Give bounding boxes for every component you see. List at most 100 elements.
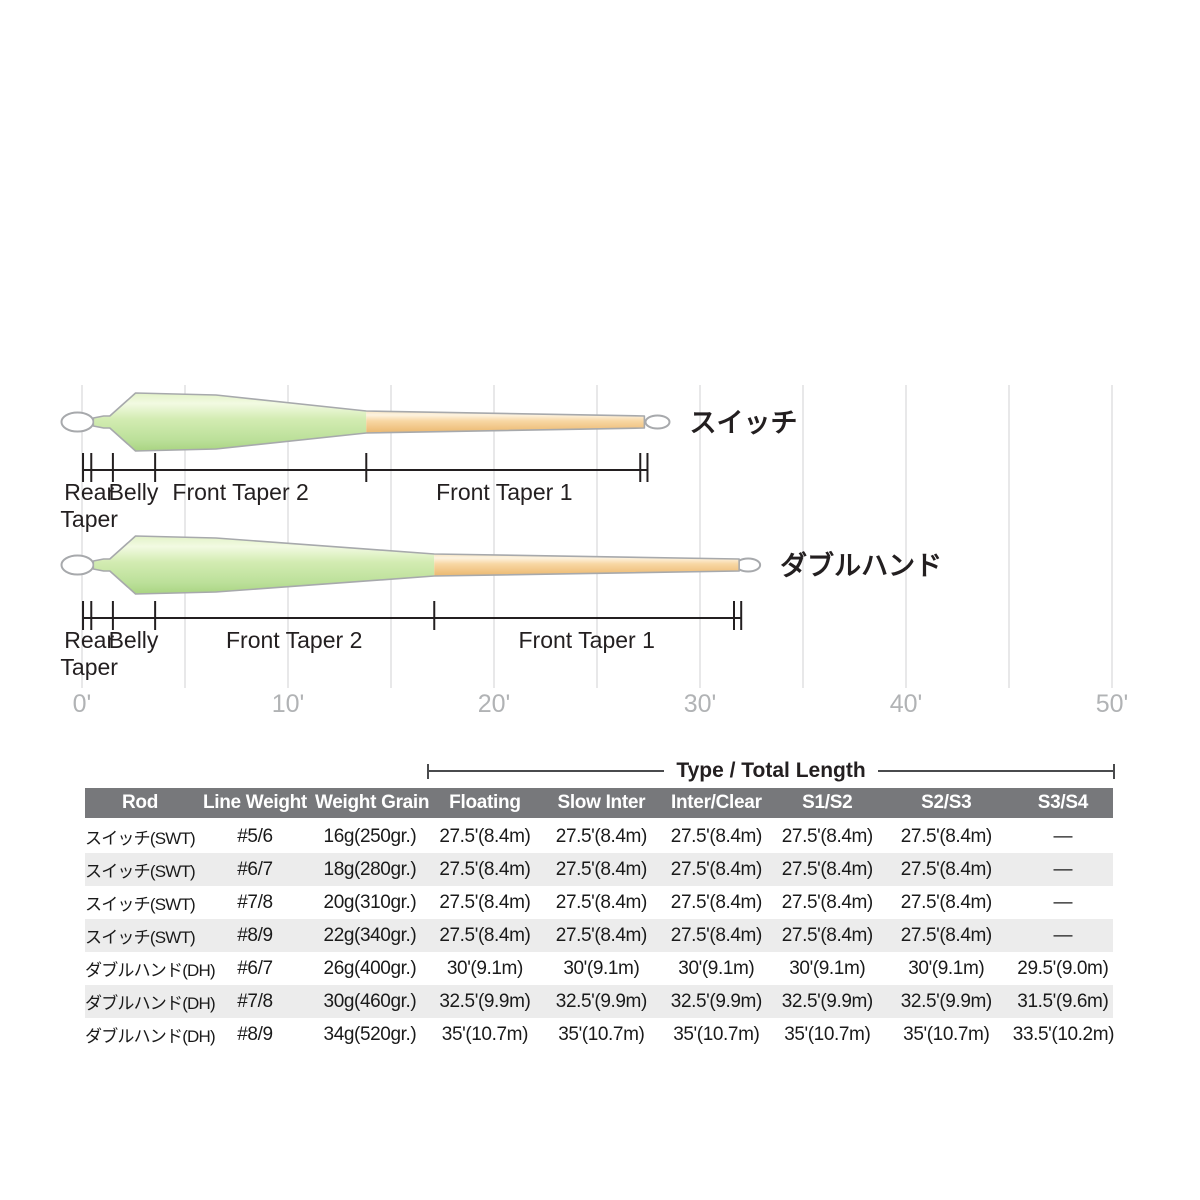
- value-cell: 26g(400gr.): [323, 957, 417, 979]
- value-cell: 27.5'(8.4m): [781, 891, 874, 913]
- axis-tick-label: 20': [478, 690, 511, 718]
- bracket-right-line: [877, 770, 1114, 772]
- line-loop-right: [644, 414, 671, 430]
- line-loop-left: [60, 554, 95, 576]
- value-cell: 30'(9.1m): [563, 957, 640, 979]
- value-cell: 30g(460gr.): [323, 990, 417, 1012]
- value-cell: 27.5'(8.4m): [555, 858, 648, 880]
- segment-label: Front Taper 2: [226, 627, 362, 653]
- column-header: Line Weight: [202, 792, 307, 813]
- column-header: S1/S2: [802, 792, 853, 813]
- line-name-label: スイッチ: [690, 408, 798, 438]
- fly-line-outline: [92, 535, 740, 595]
- value-cell: #6/7: [237, 858, 273, 880]
- segment-label: Front Taper 1: [436, 479, 572, 505]
- column-header: Rod: [121, 792, 159, 813]
- value-cell: #8/9: [237, 924, 273, 946]
- value-cell: 32.5'(9.9m): [439, 990, 531, 1012]
- value-cell: 27.5'(8.4m): [781, 858, 874, 880]
- value-cell: —: [1053, 924, 1073, 946]
- segment-label: Rear Taper: [60, 479, 118, 532]
- value-cell: #7/8: [237, 891, 273, 913]
- bracket-left-cap: [427, 763, 429, 779]
- rod-cell: スイッチ(SWT): [85, 895, 196, 914]
- value-cell: 27.5'(8.4m): [555, 825, 648, 847]
- type-total-length-bracket: Type / Total Length: [427, 759, 1116, 782]
- table-row: スイッチ(SWT) #6/7 18g(280gr.) 27.5'(8.4m) 27.5'…: [85, 853, 1113, 886]
- column-header: Weight Grain: [314, 792, 430, 813]
- table-row: ダブルハンド(DH) #8/9 34g(520gr.) 35'(10.7m) 35'(1…: [85, 1018, 1115, 1051]
- value-cell: 27.5'(8.4m): [439, 858, 531, 880]
- line-loop-left: [60, 411, 95, 433]
- value-cell: 27.5'(8.4m): [670, 858, 763, 880]
- table-row: スイッチ(SWT) #5/6 16g(250gr.) 27.5'(8.4m) 27.5'…: [85, 820, 1113, 853]
- fly-line-front-taper: [366, 411, 645, 433]
- value-cell: 27.5'(8.4m): [670, 924, 763, 946]
- column-header: Floating: [449, 792, 521, 813]
- segment-label: Rear Taper: [60, 627, 118, 680]
- axis-tick-label: 30': [684, 690, 717, 718]
- line-name-label: ダブルハンド: [780, 550, 942, 581]
- column-header: S3/S4: [1037, 792, 1089, 813]
- value-cell: 27.5'(8.4m): [900, 858, 993, 880]
- rod-cell: ダブルハンド(DH): [85, 994, 216, 1013]
- value-cell: #6/7: [237, 957, 273, 979]
- bracket-left-line: [429, 770, 665, 772]
- value-cell: 32.5'(9.9m): [555, 990, 648, 1012]
- column-header: Inter/Clear: [670, 792, 762, 813]
- value-cell: 16g(250gr.): [323, 825, 417, 847]
- table-body: スイッチ(SWT) #5/6 16g(250gr.) 27.5'(8.4m) 27.5'…: [85, 820, 1115, 1051]
- value-cell: 30'(9.1m): [789, 957, 866, 979]
- value-cell: 27.5'(8.4m): [555, 891, 648, 913]
- axis-tick-label: 40': [890, 690, 923, 718]
- value-cell: —: [1053, 858, 1073, 880]
- value-cell: —: [1053, 825, 1073, 847]
- value-cell: #5/6: [237, 825, 273, 847]
- value-cell: 32.5'(9.9m): [670, 990, 763, 1012]
- bracket-right-cap: [1113, 763, 1116, 779]
- value-cell: 30'(9.1m): [908, 957, 985, 979]
- table-row: スイッチ(SWT) #7/8 20g(310gr.) 27.5'(8.4m) 27.5'…: [85, 886, 1113, 919]
- column-header: S2/S3: [921, 792, 972, 813]
- value-cell: #8/9: [237, 1023, 273, 1045]
- value-cell: 27.5'(8.4m): [900, 825, 993, 847]
- value-cell: 35'(10.7m): [441, 1023, 529, 1045]
- value-cell: 35'(10.7m): [903, 1023, 990, 1045]
- table-header-row: Rod Line Weight Weight Grain Floating Slow I…: [85, 788, 1113, 818]
- fly-line-front-taper: [434, 554, 740, 576]
- value-cell: 30'(9.1m): [678, 957, 755, 979]
- value-cell: —: [1053, 891, 1073, 913]
- value-cell: 30'(9.1m): [446, 957, 523, 979]
- value-cell: #7/8: [237, 990, 273, 1012]
- value-cell: 31.5'(9.6m): [1017, 990, 1109, 1012]
- value-cell: 27.5'(8.4m): [439, 891, 531, 913]
- axis-tick-label: 0': [73, 690, 92, 718]
- segment-label: Front Taper 2: [172, 479, 308, 505]
- spec-grid: Rod Line Weight Weight Grain Floating Slow I…: [85, 788, 1115, 1051]
- value-cell: 35'(10.7m): [784, 1023, 871, 1045]
- value-cell: 18g(280gr.): [323, 858, 417, 880]
- value-cell: 33.5'(10.2m): [1012, 1023, 1115, 1045]
- value-cell: 27.5'(8.4m): [670, 891, 763, 913]
- rod-cell: ダブルハンド(DH): [85, 961, 216, 980]
- segment-label: Belly: [109, 627, 159, 653]
- value-cell: 27.5'(8.4m): [670, 825, 763, 847]
- group-header-title: Type / Total Length: [676, 759, 866, 782]
- rod-cell: スイッチ(SWT): [85, 829, 196, 848]
- value-cell: 27.5'(8.4m): [781, 825, 874, 847]
- value-cell: 27.5'(8.4m): [781, 924, 874, 946]
- value-cell: 32.5'(9.9m): [900, 990, 993, 1012]
- value-cell: 34g(520gr.): [323, 1023, 417, 1045]
- value-cell: 27.5'(8.4m): [900, 924, 993, 946]
- value-cell: 35'(10.7m): [673, 1023, 760, 1045]
- value-cell: 32.5'(9.9m): [781, 990, 874, 1012]
- fly-line-belly: [93, 536, 435, 594]
- value-cell: 27.5'(8.4m): [439, 924, 531, 946]
- value-cell: 22g(340gr.): [323, 924, 417, 946]
- fly-line-outline: [92, 392, 646, 452]
- axis-tick-label: 50': [1096, 690, 1129, 718]
- table-row: ダブルハンド(DH) #7/8 30g(460gr.) 32.5'(9.9m) 32.5…: [85, 985, 1113, 1018]
- value-cell: 29.5'(9.0m): [1017, 957, 1109, 979]
- value-cell: 20g(310gr.): [323, 891, 417, 913]
